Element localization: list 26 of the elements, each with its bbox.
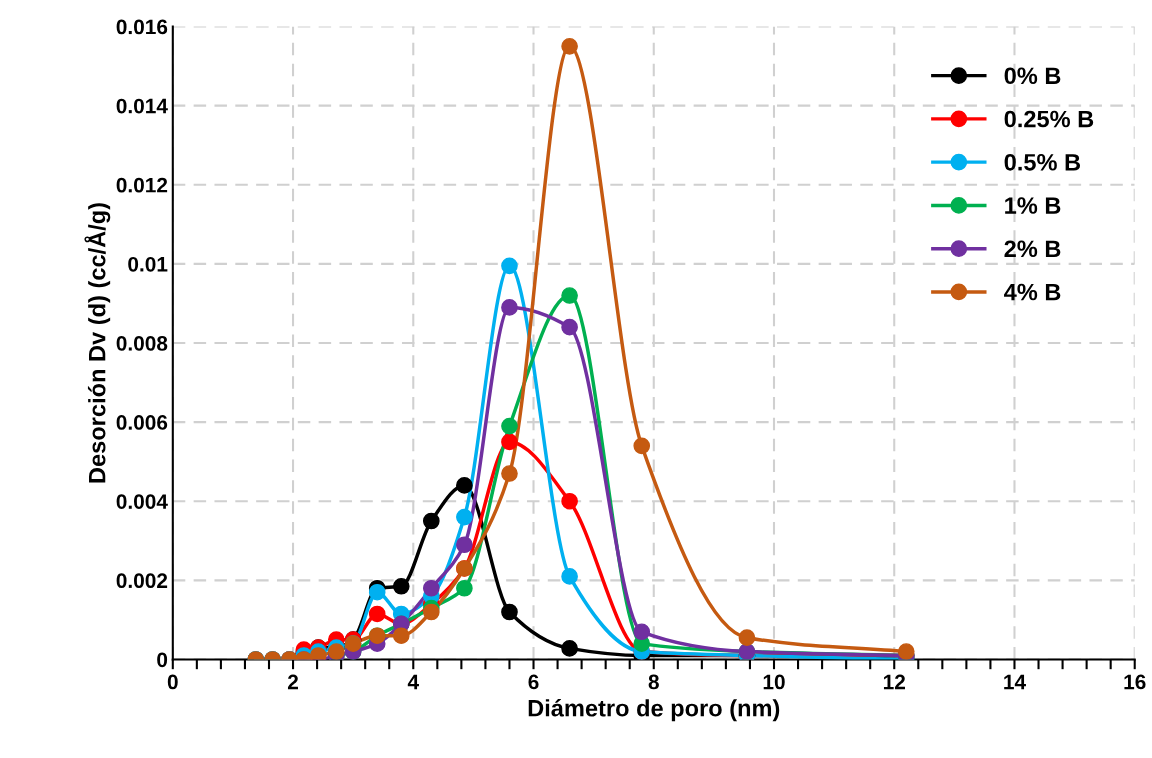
y-tick-label: 0.01 [128, 256, 168, 272]
x-tick-label: 8 [648, 674, 659, 690]
y-tick-label: 0.002 [116, 573, 168, 589]
y-tick-label: 0.006 [116, 415, 168, 430]
x-axis-title: Diámetro de poro (nm) [528, 699, 780, 722]
y-tick-label: 0.004 [116, 494, 168, 509]
y-tick-label: 0 [157, 652, 168, 668]
y-axis-title: Desorción Dv (d) (cc/Å/g) [84, 203, 111, 483]
legend-label: 0.25% B [1004, 110, 1094, 128]
y-tick-label: 0.016 [116, 19, 168, 35]
y-tick-label: 0.008 [116, 336, 168, 351]
legend-label: 0.5% B [1004, 153, 1081, 171]
legend-label: 0% B [1004, 67, 1061, 85]
x-tick-label: 6 [528, 674, 539, 690]
legend-label: 1% B [1005, 197, 1061, 214]
y-tick-label: 0.012 [116, 177, 168, 193]
y-tick-label: 0.014 [116, 98, 168, 114]
x-tick-label: 0 [167, 674, 178, 690]
x-tick-label: 12 [883, 674, 905, 690]
x-tick-label: 14 [1004, 674, 1026, 690]
legend-label: 4% B [1004, 283, 1061, 301]
x-tick-label: 4 [407, 674, 419, 690]
x-tick-label: 16 [1124, 674, 1146, 690]
x-tick-label: 2 [287, 674, 298, 690]
x-tick-label: 10 [763, 674, 785, 690]
legend-label: 2% B [1004, 240, 1061, 258]
